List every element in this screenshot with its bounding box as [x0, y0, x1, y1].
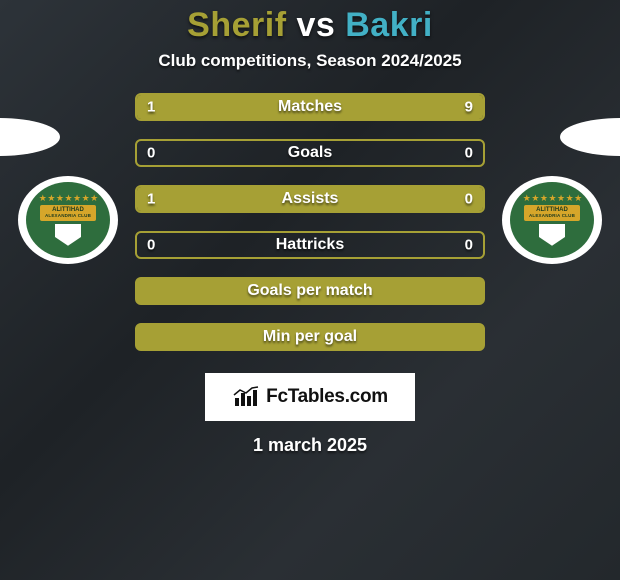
club-shield-icon — [539, 224, 565, 246]
vs-text: vs — [296, 6, 345, 44]
player1-name: Sherif — [187, 6, 286, 44]
stat-row: 0 0 Goals — [135, 139, 485, 167]
club-name-ribbon: ALITTIHAD ALEXANDRIA CLUB — [524, 205, 580, 221]
date-text: 1 march 2025 — [0, 435, 620, 456]
comparison-title: Sherif vs Bakri — [0, 6, 620, 45]
club-badge-inner: ★ ★ ★ ★ ★ ★ ★ ALITTIHAD ALEXANDRIA CLUB — [510, 182, 594, 258]
player1-club-badge: ★ ★ ★ ★ ★ ★ ★ ALITTIHAD ALEXANDRIA CLUB — [18, 176, 118, 264]
club-badge-inner: ★ ★ ★ ★ ★ ★ ★ ALITTIHAD ALEXANDRIA CLUB — [26, 182, 110, 258]
stat-row: Min per goal — [135, 323, 485, 351]
stat-value-right: 0 — [465, 145, 473, 162]
club-stars-icon: ★ ★ ★ ★ ★ ★ ★ — [39, 194, 97, 203]
stat-value-right: 0 — [465, 237, 473, 254]
watermark-text: FcTables.com — [266, 386, 388, 408]
stat-label: Goals — [288, 144, 332, 162]
stat-row: 1 0 Assists — [135, 185, 485, 213]
watermark: FcTables.com — [205, 373, 415, 421]
chart-icon — [232, 386, 260, 408]
stat-value-right: 0 — [465, 191, 473, 208]
subtitle: Club competitions, Season 2024/2025 — [0, 51, 620, 71]
stat-value-right: 9 — [465, 99, 473, 116]
club-subname: ALEXANDRIA CLUB — [45, 214, 91, 219]
stat-value-left: 0 — [147, 237, 155, 254]
club-name-ribbon: ALITTIHAD ALEXANDRIA CLUB — [40, 205, 96, 221]
stat-row: Goals per match — [135, 277, 485, 305]
infographic-card: Sherif vs Bakri Club competitions, Seaso… — [0, 0, 620, 580]
club-stars-icon: ★ ★ ★ ★ ★ ★ ★ — [523, 194, 581, 203]
stat-label: Hattricks — [276, 236, 344, 254]
stat-row: 1 9 Matches — [135, 93, 485, 121]
club-subname: ALEXANDRIA CLUB — [529, 214, 575, 219]
player2-photo-placeholder — [560, 118, 620, 156]
stat-value-left: 0 — [147, 145, 155, 162]
player2-club-badge: ★ ★ ★ ★ ★ ★ ★ ALITTIHAD ALEXANDRIA CLUB — [502, 176, 602, 264]
stat-label: Goals per match — [247, 282, 372, 300]
club-shield-icon — [55, 224, 81, 246]
stat-value-left: 1 — [147, 191, 155, 208]
stat-label: Assists — [282, 190, 339, 208]
stat-row: 0 0 Hattricks — [135, 231, 485, 259]
stat-value-left: 1 — [147, 99, 155, 116]
stat-label: Matches — [278, 98, 342, 116]
player2-name: Bakri — [345, 6, 433, 44]
stat-label: Min per goal — [263, 328, 357, 346]
player1-photo-placeholder — [0, 118, 60, 156]
stat-rows: 1 9 Matches 0 0 Goals 1 0 Assists 0 0 Hattricks Goal… — [135, 93, 485, 351]
